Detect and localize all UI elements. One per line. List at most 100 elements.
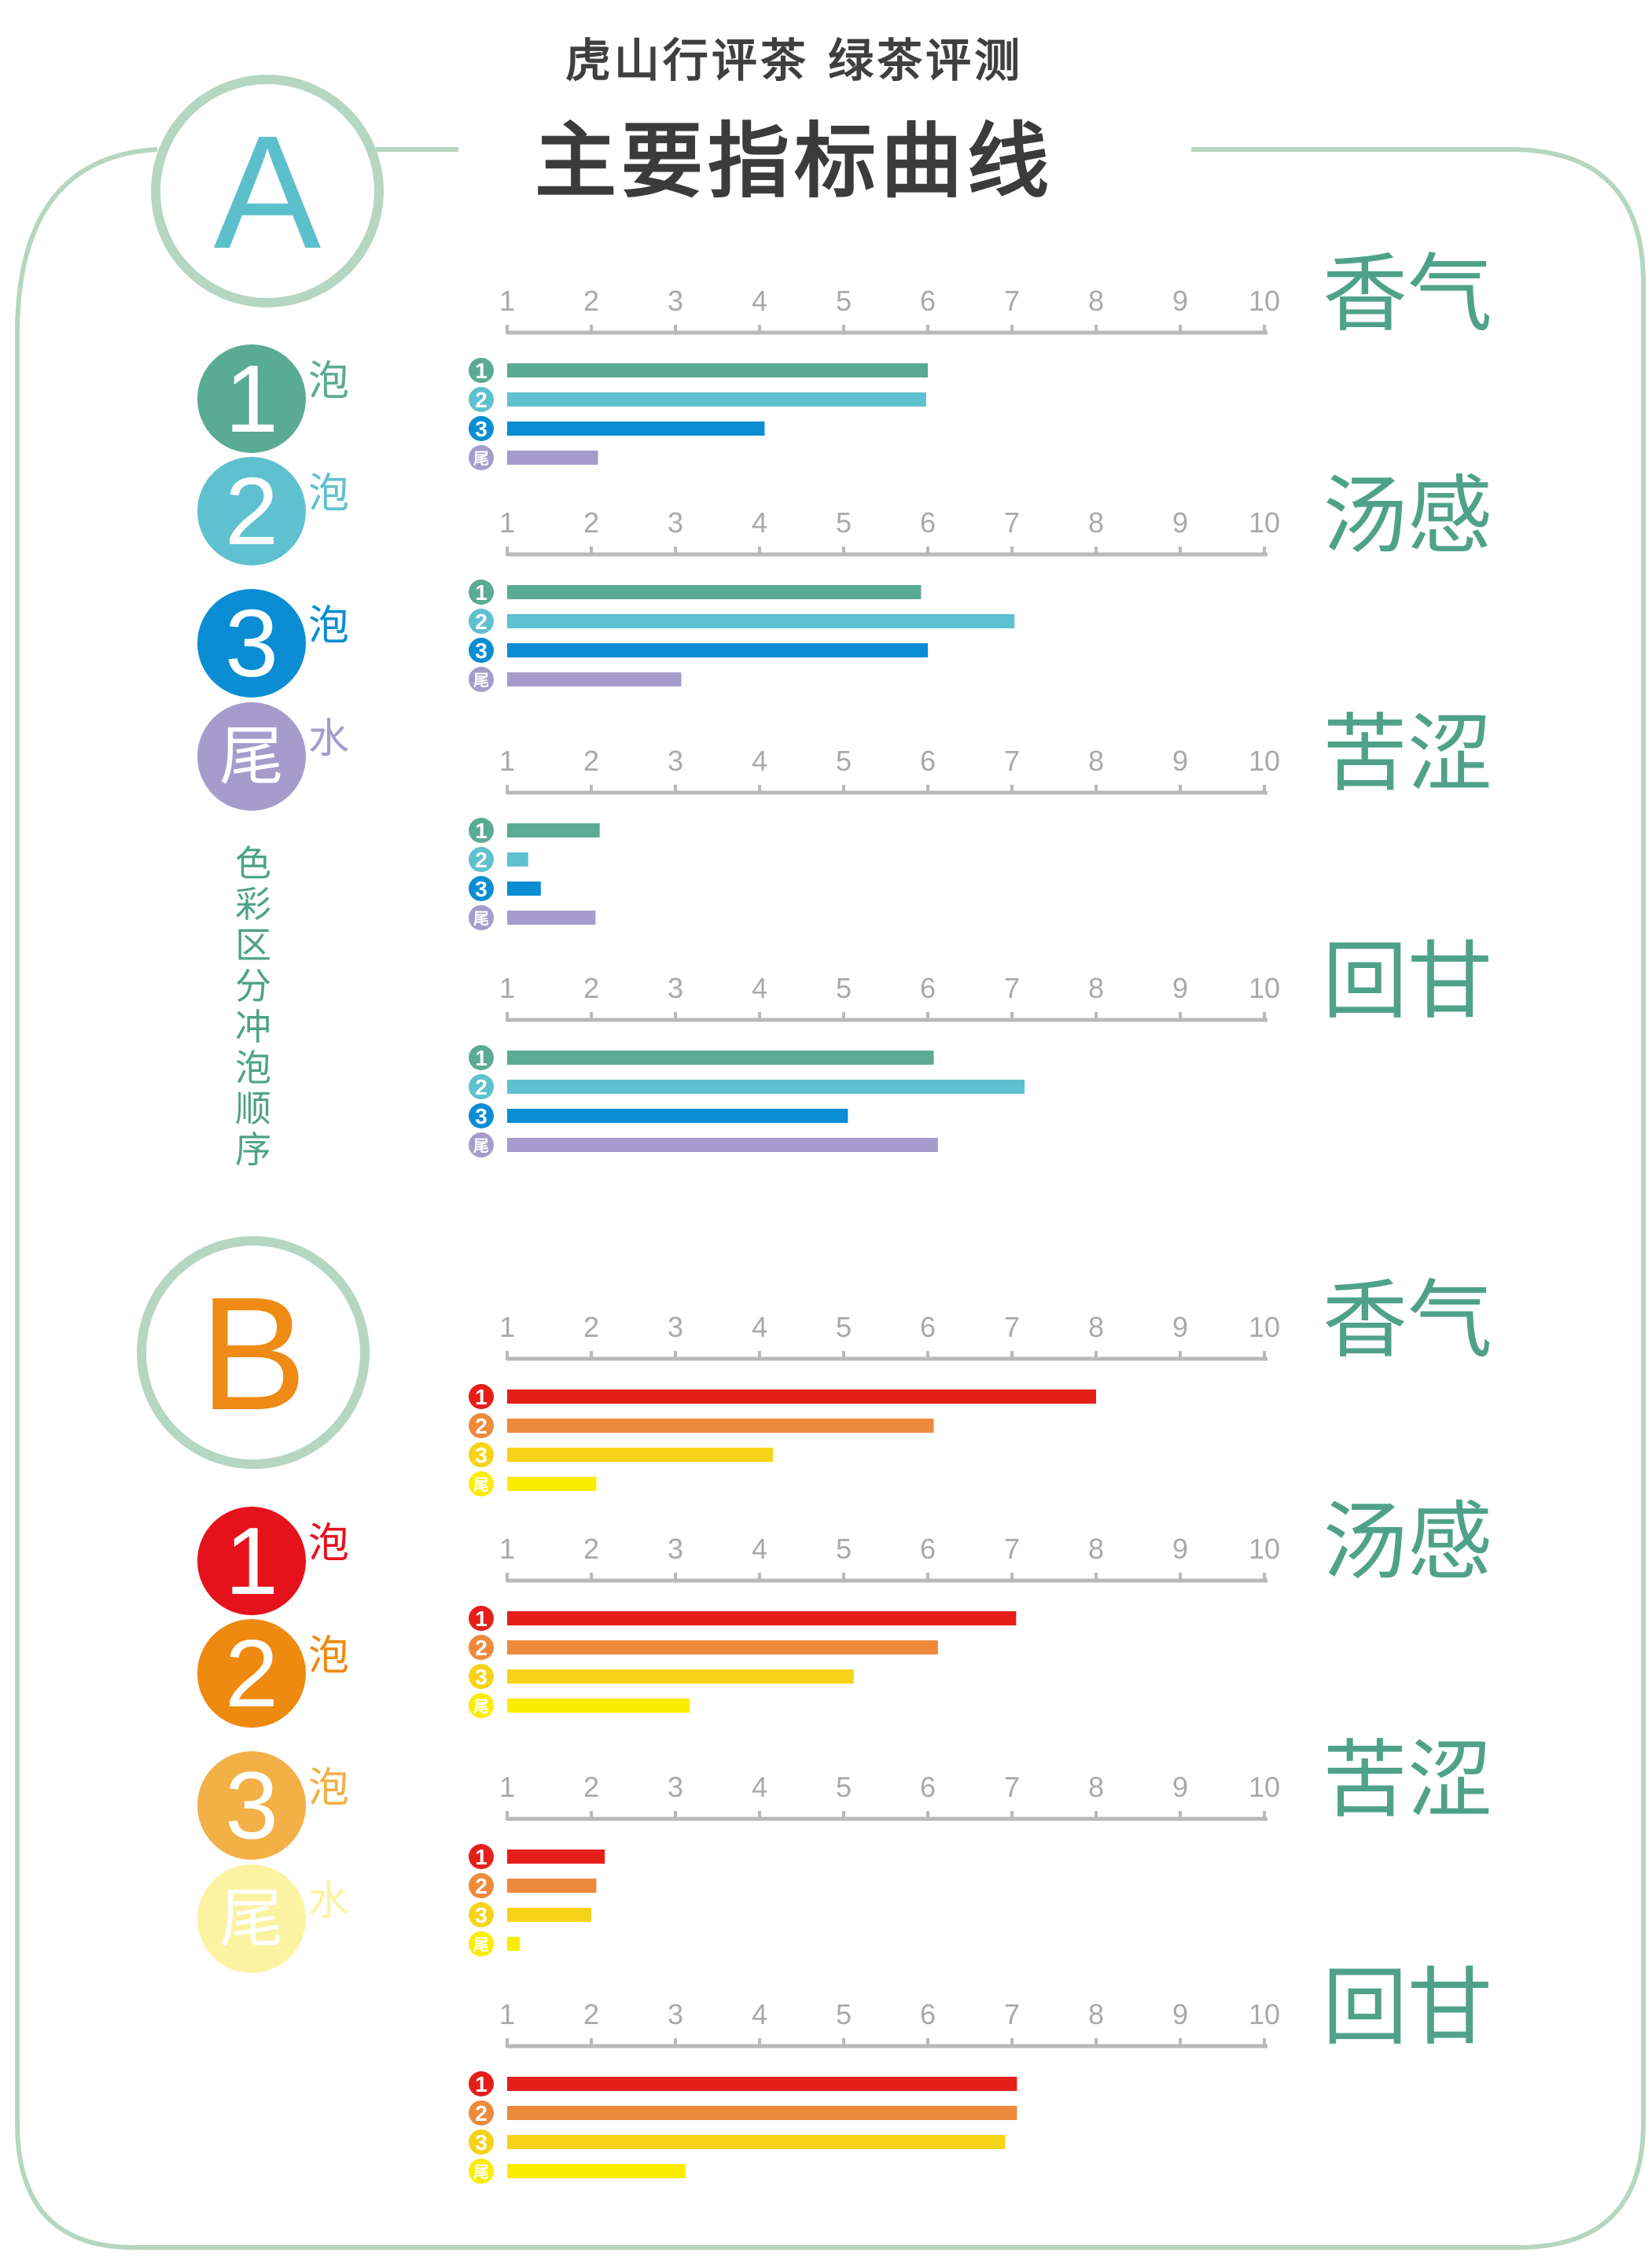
axis-tick-label: 10: [1249, 1533, 1280, 1565]
bar-2: [507, 614, 1015, 628]
metric-a-4: 1 2 3 4 5 6 7 8 9 10 回甘 1 2 3 尾: [469, 933, 1492, 1158]
metric-b-3: 1 2 3 4 5 6 7 8 9 10 苦涩 1 2 3 尾: [469, 1732, 1492, 1956]
brew-badge-label: 1: [225, 345, 278, 452]
bar-2: [507, 2106, 1017, 2120]
axis-tick-label: 10: [1249, 285, 1280, 317]
header-subtitle: 虎山行评茶 绿茶评测: [565, 34, 1024, 87]
axis-tick-label: 8: [1088, 285, 1104, 317]
bar-badge-dot: [469, 1074, 494, 1099]
bar-badge-dot: [469, 1471, 494, 1496]
bar-4: [507, 1699, 690, 1713]
axis-tick-label: 8: [1088, 745, 1104, 777]
bar-badge-dot: [469, 2100, 494, 2126]
brew-badge-circle: [197, 344, 306, 453]
brew-badge-circle: [197, 1751, 306, 1860]
brew-badge-label: 3: [225, 1752, 278, 1859]
bar-badge-dot: [469, 905, 494, 930]
bar-badge-dot: [469, 580, 494, 605]
bar-1: [507, 363, 928, 377]
bar-badge-dot: [469, 876, 494, 901]
bar-badge-dot: [469, 667, 494, 692]
axis-tick-label: 10: [1249, 972, 1280, 1004]
bar-badge-label: 尾: [473, 909, 489, 928]
bar-badge-dot: [469, 2129, 494, 2155]
bar-badge-label: 尾: [473, 1136, 489, 1155]
axis-tick-label: 5: [836, 1311, 852, 1343]
bar-badge-label: 2: [475, 1075, 488, 1099]
bar-badge-dot: [469, 1132, 494, 1158]
bar-badge-label: 2: [475, 1636, 488, 1660]
axis-tick-label: 3: [668, 1311, 683, 1343]
bar-badge-dot: [469, 1384, 494, 1409]
bar-badge-label: 1: [475, 1046, 488, 1070]
brew-badge-suffix: 泡: [308, 1765, 349, 1812]
axis-tick-label: 10: [1249, 1311, 1280, 1343]
axis-tick-label: 6: [920, 506, 936, 539]
axis-tick-label: 4: [752, 1771, 767, 1803]
metric-b-4: 1 2 3 4 5 6 7 8 9 10 回甘 1 2 3 尾: [469, 1959, 1492, 2184]
bar-badge-dot: [469, 1635, 494, 1660]
bar-badge-dot: [469, 1931, 494, 1956]
axis-tick-label: 3: [668, 745, 683, 777]
bar-badge-dot: [469, 358, 494, 383]
bar-badge-label: 1: [475, 580, 488, 605]
axis-tick-label: 6: [920, 745, 936, 777]
bar-2: [507, 392, 926, 407]
axis-tick-label: 1: [499, 285, 515, 317]
brew-badge-circle: [197, 1619, 306, 1728]
axis-tick-label: 5: [836, 1771, 852, 1803]
axis-tick-label: 2: [583, 506, 599, 539]
axis-tick-label: 6: [920, 1771, 936, 1803]
axis-tick-label: 5: [836, 506, 852, 539]
bar-badge-dot: [469, 1844, 494, 1869]
axis-tick-label: 2: [583, 1533, 599, 1565]
bar-4: [507, 1477, 597, 1491]
bar-4: [507, 1937, 521, 1951]
bar-badge-label: 尾: [473, 1935, 489, 1954]
metric-label: 回甘: [1323, 1959, 1492, 2057]
brew-badge-label: 尾: [219, 1882, 284, 1956]
brew-badge-circle: [197, 589, 306, 698]
bar-badge-label: 3: [475, 1903, 488, 1927]
axis-tick-label: 4: [752, 506, 767, 539]
metric-b-1: 1 2 3 4 5 6 7 8 9 10 香气 1 2 3 尾: [469, 1272, 1492, 1496]
brew-legend-4: 尾水: [197, 702, 349, 811]
bar-badge-label: 尾: [473, 449, 489, 468]
section-letter-circle: [137, 1236, 370, 1469]
metric-b-2: 1 2 3 4 5 6 7 8 9 10 汤感 1 2 3 尾: [469, 1493, 1492, 1718]
axis-tick-label: 8: [1088, 1998, 1104, 2030]
axis-tick-label: 7: [1004, 1998, 1020, 2030]
axis-tick-label: 4: [752, 745, 767, 777]
metric-label: 回甘: [1323, 933, 1492, 1031]
bar-1: [507, 823, 600, 837]
axis-tick-label: 5: [836, 1998, 852, 2030]
brew-badge-label: 2: [225, 458, 278, 565]
bar-badge-dot: [469, 1103, 494, 1128]
bar-1: [507, 1051, 934, 1065]
bar-badge-dot: [469, 1664, 494, 1689]
axis-tick-label: 6: [920, 1311, 936, 1343]
bar-badge-label: 2: [475, 1414, 488, 1438]
bar-3: [507, 1448, 774, 1462]
axis-tick-label: 2: [583, 285, 599, 317]
axis-tick-label: 2: [583, 1771, 599, 1803]
axis-tick-label: 1: [499, 1311, 515, 1343]
axis-tick-label: 9: [1172, 1311, 1188, 1343]
axis-tick-label: 3: [668, 1771, 683, 1803]
axis-tick-label: 9: [1172, 285, 1188, 317]
bar-badge-dot: [469, 387, 494, 412]
bar-badge-dot: [469, 416, 494, 441]
axis-tick-label: 5: [836, 972, 852, 1004]
axis-tick-label: 4: [752, 1998, 767, 2030]
brew-badge-suffix: 泡: [308, 602, 349, 650]
brew-badge-suffix: 泡: [308, 1632, 349, 1680]
bar-badge-dot: [469, 1606, 494, 1631]
brew-badge-label: 1: [225, 1507, 278, 1614]
